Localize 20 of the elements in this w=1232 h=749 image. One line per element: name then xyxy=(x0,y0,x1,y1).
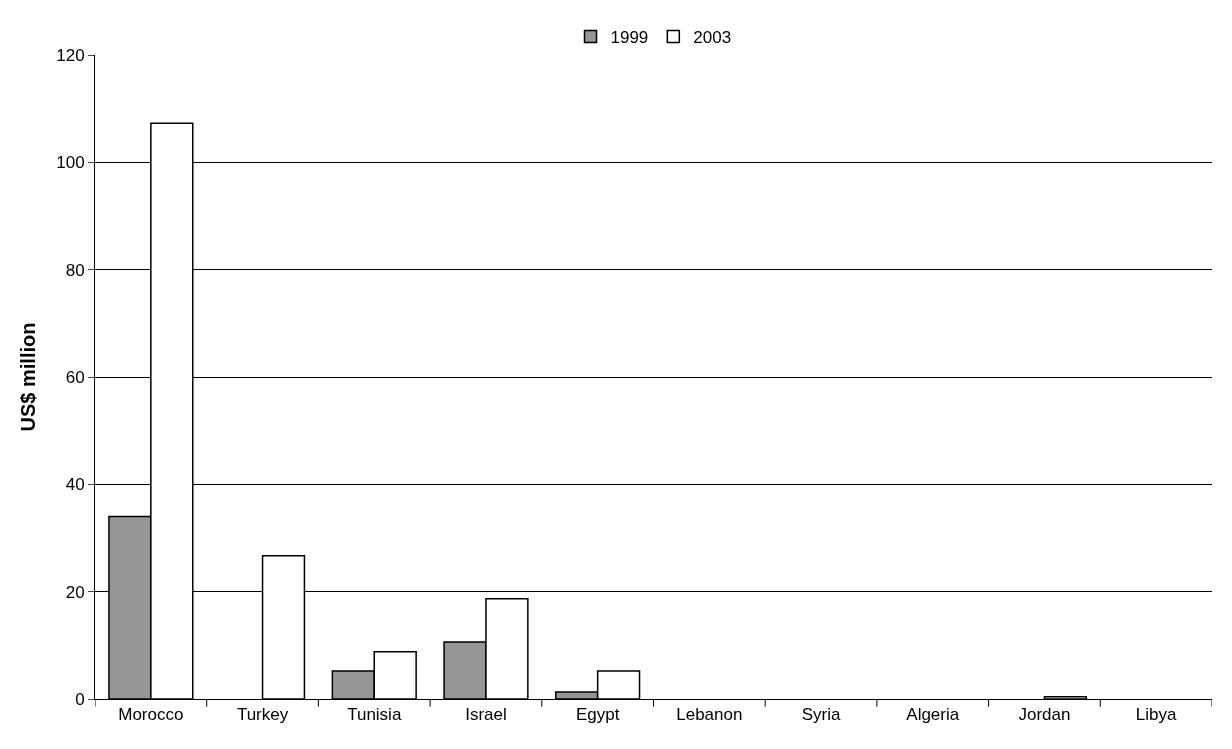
y-tick-label: 60 xyxy=(65,367,85,387)
y-tick-label: 100 xyxy=(56,153,85,173)
y-tick-label: 120 xyxy=(56,45,85,65)
x-tick-label: Algeria xyxy=(906,705,960,725)
x-tick-label: Morocco xyxy=(118,705,184,725)
x-tick-label: Egypt xyxy=(575,705,620,725)
x-tick-label: Turkey xyxy=(236,705,289,725)
x-tick-label: Tunisia xyxy=(347,705,402,725)
x-tick-label: Jordan xyxy=(1018,705,1071,725)
x-tick-label: Lebanon xyxy=(676,705,743,725)
x-tick-label: Libya xyxy=(1135,705,1178,725)
legend-label: 1999 xyxy=(610,28,649,48)
x-tick-label: Israel xyxy=(465,705,507,725)
y-tick-label: 80 xyxy=(65,260,85,280)
y-tick-label: 20 xyxy=(65,582,85,602)
y-tick-label: 0 xyxy=(75,689,85,709)
y-axis-title: US$ million xyxy=(16,322,39,432)
y-tick-label: 40 xyxy=(65,475,85,495)
x-tick-label: Syria xyxy=(801,705,841,725)
legend-label: 2003 xyxy=(693,28,732,48)
